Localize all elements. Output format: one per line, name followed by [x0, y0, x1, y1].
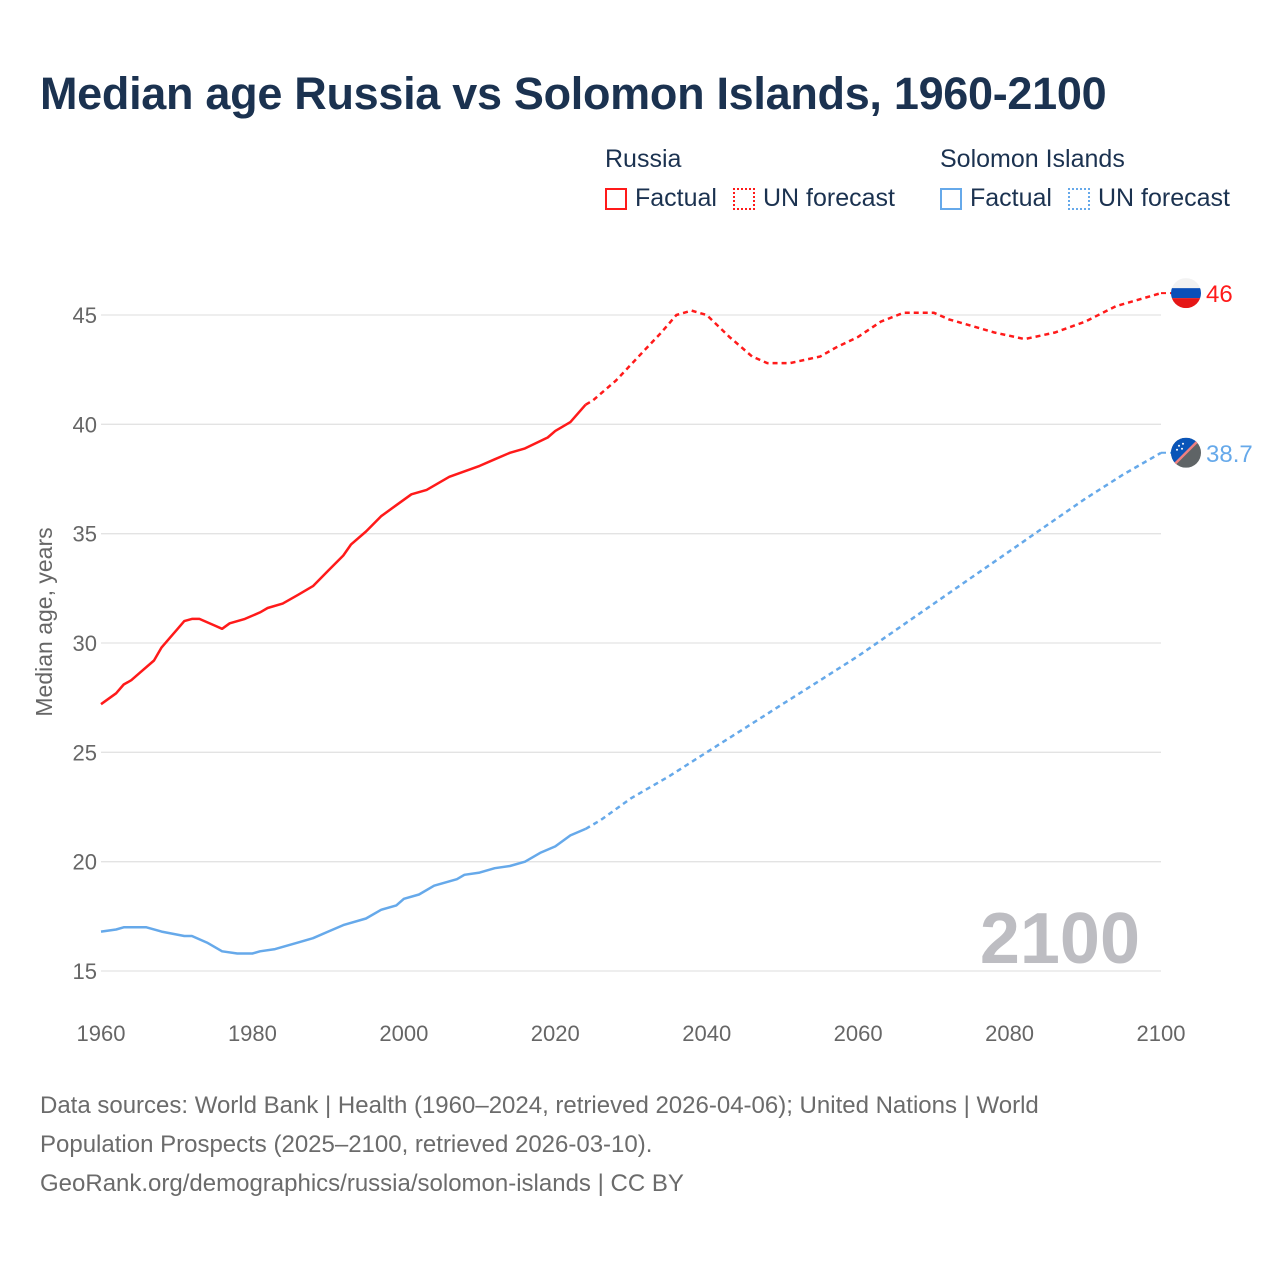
series-solomon-islands-factual: [100, 827, 587, 955]
solomon-islands-flag-icon: [1171, 437, 1201, 468]
legend-label: UN forecast: [762, 184, 895, 212]
end-value-label-solomon-islands: 38.7: [1206, 441, 1253, 468]
end-value-label-russia: 46: [1206, 281, 1233, 308]
y-tick-label: 20: [73, 850, 97, 875]
series-solomon-islands-forecast: [584, 451, 1162, 830]
x-tick-label: 1960: [77, 1021, 126, 1046]
legend-solomon-forecast[interactable]: UN forecast: [1067, 184, 1230, 213]
solid-swatch-icon: [940, 187, 962, 210]
solid-swatch-icon: [605, 187, 627, 210]
footer-sources-line2: Population Prospects (2025–2100, retriev…: [40, 1131, 653, 1158]
legend-group-name: Solomon Islands: [940, 145, 1125, 173]
x-tick-label: 2080: [985, 1021, 1034, 1046]
series-russia-forecast: [584, 291, 1162, 406]
legend-russia-factual[interactable]: Factual: [605, 184, 717, 213]
line-chart: 15 20 25 30 35 40 45 1960 1980 2000 2020 2040 2060 20…: [31, 278, 1253, 1046]
legend-label: Factual: [635, 184, 717, 212]
x-tick-label: 2000: [379, 1021, 428, 1046]
y-tick-label: 45: [73, 303, 97, 328]
russia-flag-icon: [1171, 278, 1201, 309]
y-tick-label: 30: [73, 631, 97, 656]
footer: Data sources: World Bank | Health (1960–…: [40, 1086, 1200, 1203]
footer-attribution[interactable]: GeoRank.org/demographics/russia/solomon-…: [40, 1170, 684, 1197]
legend-solomon-islands: Solomon Islands Factual UN forecast: [940, 145, 1230, 217]
x-tick-label: 1980: [228, 1021, 277, 1046]
x-tick-label: 2060: [834, 1021, 883, 1046]
legend-label: Factual: [970, 184, 1052, 212]
year-watermark: 2100: [980, 899, 1140, 979]
y-tick-label: 15: [73, 959, 97, 984]
dotted-swatch-icon: [1067, 187, 1090, 210]
legend-solomon-factual[interactable]: Factual: [940, 184, 1052, 213]
y-tick-label: 25: [73, 740, 97, 765]
x-tick-label: 2100: [1137, 1021, 1186, 1046]
series-russia-factual: [100, 403, 587, 706]
legend-russia-forecast[interactable]: UN forecast: [732, 184, 895, 213]
y-axis-label: Median age, years: [31, 527, 57, 716]
y-tick-label: 40: [73, 412, 97, 437]
dotted-swatch-icon: [732, 187, 755, 210]
x-tick-label: 2040: [682, 1021, 731, 1046]
y-tick-label: 35: [73, 522, 97, 547]
chart-title: Median age Russia vs Solomon Islands, 19…: [40, 68, 1107, 119]
legend-label: UN forecast: [1097, 184, 1230, 212]
legend-russia: Russia Factual UN forecast: [605, 145, 911, 217]
x-tick-label: 2020: [531, 1021, 580, 1046]
legend-group-name: Russia: [605, 145, 682, 173]
footer-sources-line1: Data sources: World Bank | Health (1960–…: [40, 1092, 1039, 1119]
